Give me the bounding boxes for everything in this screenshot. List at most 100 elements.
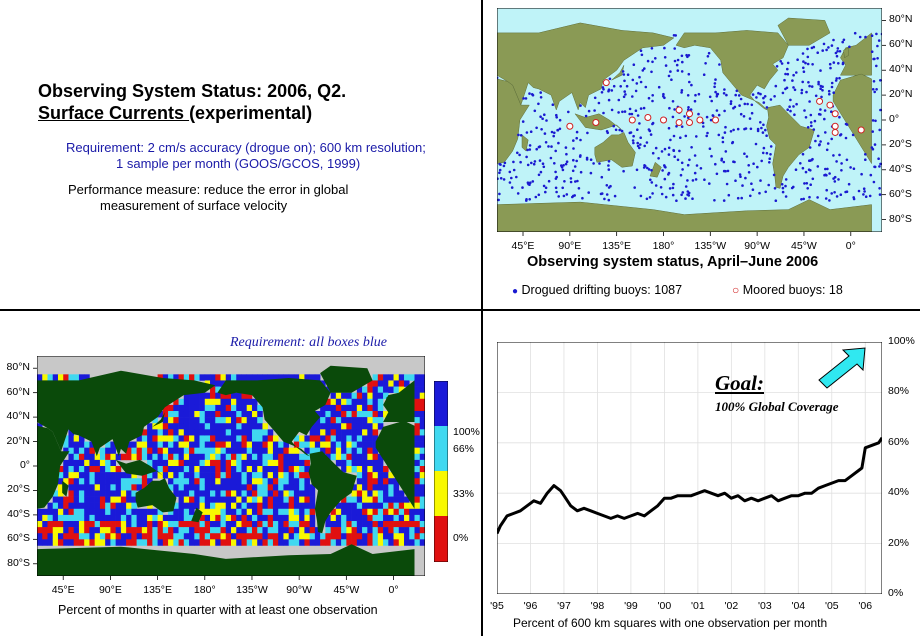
coverage-cell [393, 386, 400, 393]
drifting-buoy-dot [686, 55, 689, 59]
coverage-cell [199, 533, 206, 540]
coverage-cell [335, 539, 342, 546]
coverage-cell [220, 478, 227, 485]
coverage-cell [210, 533, 216, 540]
coverage-cell [141, 429, 148, 436]
coverage-cell [220, 453, 227, 461]
coverage-cell [147, 453, 153, 461]
drifting-buoy-dot [747, 164, 750, 167]
drifting-buoy-dot [516, 192, 520, 195]
coverage-cell [183, 423, 190, 430]
drifting-buoy-dot [762, 101, 766, 104]
coverage-cell [162, 459, 169, 467]
coverage-cell [325, 411, 331, 418]
drifting-buoy-dot [715, 95, 719, 98]
buoy-map-lat-label: 80°N [889, 13, 913, 26]
coverage-cell [283, 466, 289, 473]
coverage-map-lat-label: 60°N [6, 385, 30, 398]
drifting-buoy-dot [847, 182, 851, 186]
drifting-buoy-dot [621, 70, 625, 73]
drifting-buoy-dot [675, 125, 678, 128]
coverage-cell [262, 435, 268, 442]
drifting-buoy-dot [805, 182, 809, 185]
coverage-map-lat-label: 60°S [7, 532, 30, 545]
coverage-cell [335, 514, 342, 522]
drifting-buoy-dot [807, 81, 810, 84]
drifting-buoy-dot [878, 128, 881, 132]
coverage-cell [362, 533, 368, 540]
coverage-cell [267, 435, 274, 442]
coverage-cell [299, 539, 305, 546]
coverage-color-scale [434, 381, 448, 562]
coverage-cell [194, 459, 200, 467]
coverage-cell [189, 521, 195, 528]
coverage-cell [131, 453, 137, 461]
coverage-cell [251, 514, 258, 522]
coverage-cell [351, 411, 358, 418]
drifting-buoy-dot [821, 89, 824, 92]
coverage-cell [335, 417, 342, 424]
coverage-cell [189, 404, 195, 412]
drifting-buoy-dot [705, 134, 708, 138]
moored-buoy-circle [686, 110, 693, 118]
coverage-cell [73, 435, 80, 442]
coverage-cell [157, 453, 164, 461]
coverage-cell [330, 423, 337, 430]
coverage-cell [419, 411, 425, 418]
buoy-map-lat-label: 60°S [889, 187, 912, 200]
drifting-buoy-dot [750, 111, 754, 115]
coverage-cell [225, 459, 232, 467]
coverage-cell [210, 417, 216, 424]
coverage-cell [210, 392, 216, 400]
coverage-cell [241, 466, 248, 473]
coverage-cell [141, 447, 148, 455]
coverage-cell [419, 472, 425, 479]
requirement-line-1: Requirement: 2 cm/s accuracy (drogue on)… [66, 140, 426, 155]
coverage-cell [225, 429, 232, 436]
coverage-cell [178, 374, 185, 381]
coverage-cell [288, 374, 295, 381]
moored-buoy-circle [831, 122, 839, 130]
coverage-cell [94, 496, 101, 503]
coverage-cell [398, 539, 405, 546]
scale-label-0: 0% [453, 532, 469, 544]
drifting-buoy-dot [878, 187, 881, 190]
drifting-buoy-dot [879, 79, 882, 82]
drifting-buoy-dot [631, 95, 634, 98]
coverage-cell [215, 441, 221, 448]
drifting-buoy-dot [693, 99, 697, 103]
coverage-cell [199, 514, 206, 522]
drifting-buoy-dot [841, 62, 845, 66]
coverage-cell [283, 533, 289, 540]
coverage-cell [278, 441, 284, 448]
drifting-buoy-dot [684, 185, 688, 188]
coverage-cell [210, 484, 216, 491]
coverage-cell [372, 374, 379, 381]
coverage-cell [178, 490, 185, 497]
coverage-cell [346, 539, 352, 546]
drifting-buoy-dot [827, 46, 830, 49]
coverage-cell [356, 466, 363, 473]
coverage-cell [89, 453, 95, 461]
coverage-cell [251, 478, 258, 485]
coverage-cell [210, 459, 216, 467]
land-africa [375, 420, 415, 509]
coverage-cell [372, 398, 379, 406]
drifting-buoy-dot [668, 106, 671, 110]
drifting-buoy-dot [654, 184, 658, 187]
coverage-cell [278, 459, 284, 467]
coverage-cell [283, 490, 289, 497]
coverage-cell [304, 533, 310, 540]
coverage-cell [304, 466, 310, 473]
coverage-cell [351, 508, 358, 516]
drifting-buoy-dot [811, 63, 814, 66]
coverage-cell [225, 398, 232, 406]
coverage-cell [320, 423, 326, 430]
coverage-cell [220, 490, 227, 497]
coverage-cell [220, 404, 227, 412]
chart-y-tick-label: 0% [888, 587, 904, 599]
drifting-buoy-dot [767, 183, 770, 187]
coverage-map-lat-label: 40°S [7, 507, 30, 520]
coverage-cell [126, 527, 132, 534]
coverage-cell [356, 398, 363, 406]
